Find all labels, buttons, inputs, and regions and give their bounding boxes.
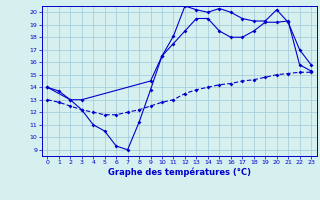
X-axis label: Graphe des températures (°C): Graphe des températures (°C)	[108, 168, 251, 177]
